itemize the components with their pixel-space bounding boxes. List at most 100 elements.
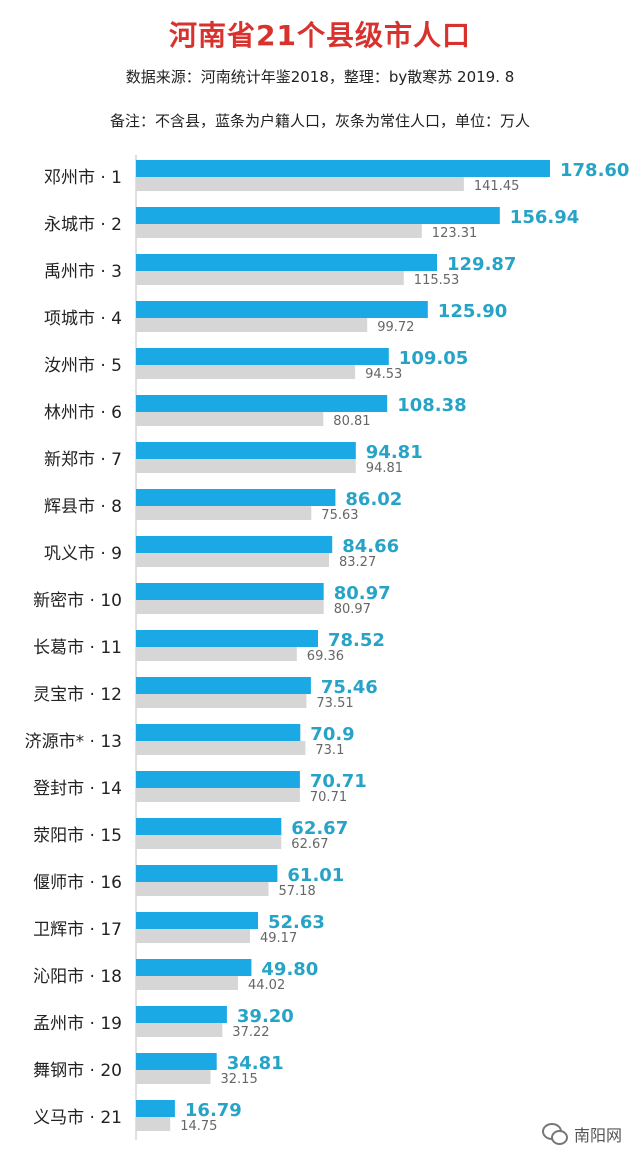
registered-population-bar bbox=[136, 348, 389, 365]
resident-population-bar bbox=[136, 224, 422, 238]
category-label: 新密市 · 10 bbox=[33, 591, 122, 611]
resident-population-bar bbox=[136, 835, 282, 849]
registered-population-bar bbox=[136, 254, 437, 271]
resident-value-label: 80.97 bbox=[334, 602, 371, 617]
registered-value-label: 84.66 bbox=[342, 536, 399, 557]
category-label: 项城市 · 4 bbox=[44, 309, 122, 329]
registered-value-label: 16.79 bbox=[185, 1100, 242, 1121]
resident-value-label: 70.71 bbox=[310, 790, 347, 805]
registered-population-bar bbox=[136, 724, 301, 741]
resident-value-label: 94.81 bbox=[366, 461, 403, 476]
registered-population-bar bbox=[136, 912, 258, 929]
category-label: 永城市 · 2 bbox=[44, 215, 122, 235]
resident-value-label: 49.17 bbox=[260, 931, 297, 946]
resident-population-bar bbox=[136, 271, 404, 285]
wechat-icon bbox=[541, 1123, 568, 1145]
registered-value-label: 52.63 bbox=[268, 912, 325, 933]
resident-value-label: 73.51 bbox=[316, 696, 353, 711]
resident-population-bar bbox=[136, 600, 324, 614]
registered-population-bar bbox=[136, 536, 333, 553]
registered-value-label: 61.01 bbox=[287, 865, 344, 886]
registered-population-bar bbox=[136, 583, 324, 600]
category-label: 灵宝市 · 12 bbox=[33, 685, 122, 705]
resident-value-label: 14.75 bbox=[180, 1119, 217, 1134]
resident-value-label: 123.31 bbox=[432, 226, 478, 241]
category-label: 义马市 · 21 bbox=[33, 1108, 122, 1128]
resident-value-label: 80.81 bbox=[333, 414, 370, 429]
resident-population-bar bbox=[136, 459, 356, 473]
resident-population-bar bbox=[136, 1117, 171, 1131]
registered-value-label: 108.38 bbox=[397, 395, 466, 416]
registered-value-label: 125.90 bbox=[438, 301, 507, 322]
watermark: 南阳网 bbox=[541, 1122, 622, 1146]
registered-value-label: 70.9 bbox=[310, 724, 354, 745]
registered-population-bar bbox=[136, 395, 388, 412]
registered-value-label: 109.05 bbox=[399, 348, 468, 369]
resident-population-bar bbox=[136, 647, 297, 661]
category-label: 偃师市 · 16 bbox=[33, 873, 122, 893]
resident-population-bar bbox=[136, 882, 269, 896]
registered-population-bar bbox=[136, 1006, 227, 1023]
resident-population-bar bbox=[136, 1070, 211, 1084]
resident-population-bar bbox=[136, 929, 250, 943]
resident-value-label: 73.1 bbox=[315, 743, 344, 758]
data-source-text: 数据来源：河南统计年鉴2018，整理：by散寒苏 2019. 8 bbox=[125, 68, 515, 86]
resident-value-label: 141.45 bbox=[474, 179, 520, 194]
registered-population-bar bbox=[136, 1053, 217, 1070]
resident-population-bar bbox=[136, 553, 329, 567]
watermark-text: 南阳网 bbox=[573, 1126, 622, 1145]
registered-population-bar bbox=[136, 677, 311, 694]
resident-population-bar bbox=[136, 318, 368, 332]
resident-population-bar bbox=[136, 741, 306, 755]
registered-value-label: 39.20 bbox=[237, 1006, 294, 1027]
registered-value-label: 62.67 bbox=[291, 818, 348, 839]
resident-value-label: 62.67 bbox=[291, 837, 328, 852]
category-label: 长葛市 · 11 bbox=[33, 638, 122, 658]
resident-value-label: 37.22 bbox=[232, 1025, 269, 1040]
category-label: 沁阳市 · 18 bbox=[33, 967, 122, 987]
registered-population-bar bbox=[136, 771, 300, 788]
registered-population-bar bbox=[136, 489, 336, 506]
bars-group: 邓州市 · 1 178.60 141.45 永城市 · 2 156.94 123.31 禹州… bbox=[25, 160, 629, 1134]
resident-value-label: 57.18 bbox=[279, 884, 316, 899]
registered-value-label: 86.02 bbox=[345, 489, 402, 510]
resident-value-label: 75.63 bbox=[321, 508, 358, 523]
resident-population-bar bbox=[136, 365, 356, 379]
category-label: 林州市 · 6 bbox=[44, 403, 122, 423]
registered-population-bar bbox=[136, 160, 550, 177]
category-label: 邓州市 · 1 bbox=[44, 168, 122, 188]
registered-value-label: 80.97 bbox=[334, 583, 391, 604]
resident-value-label: 83.27 bbox=[339, 555, 376, 570]
resident-value-label: 115.53 bbox=[414, 273, 460, 288]
resident-population-bar bbox=[136, 177, 464, 191]
registered-population-bar bbox=[136, 301, 428, 318]
resident-population-bar bbox=[136, 788, 300, 802]
category-label: 新郑市 · 7 bbox=[44, 450, 122, 470]
registered-population-bar bbox=[136, 630, 318, 647]
category-label: 巩义市 · 9 bbox=[44, 544, 122, 564]
registered-value-label: 34.81 bbox=[227, 1053, 284, 1074]
resident-population-bar bbox=[136, 694, 307, 708]
category-label: 辉县市 · 8 bbox=[44, 497, 122, 517]
chart-note: 备注：不含县，蓝条为户籍人口，灰条为常住人口，单位：万人 bbox=[109, 112, 530, 130]
registered-value-label: 129.87 bbox=[447, 254, 516, 275]
resident-value-label: 99.72 bbox=[377, 320, 414, 335]
registered-population-bar bbox=[136, 207, 500, 224]
registered-value-label: 49.80 bbox=[261, 959, 318, 980]
category-label: 孟州市 · 19 bbox=[33, 1014, 122, 1034]
registered-population-bar bbox=[136, 865, 278, 882]
category-label: 禹州市 · 3 bbox=[44, 262, 122, 282]
resident-value-label: 69.36 bbox=[307, 649, 344, 664]
registered-value-label: 178.60 bbox=[560, 160, 629, 181]
resident-population-bar bbox=[136, 976, 238, 990]
category-label: 汝州市 · 5 bbox=[44, 356, 122, 376]
category-label: 卫辉市 · 17 bbox=[33, 920, 122, 940]
registered-value-label: 75.46 bbox=[321, 677, 378, 698]
category-label: 舞钢市 · 20 bbox=[33, 1061, 122, 1081]
registered-population-bar bbox=[136, 1100, 175, 1117]
resident-population-bar bbox=[136, 506, 312, 520]
registered-population-bar bbox=[136, 959, 252, 976]
registered-value-label: 78.52 bbox=[328, 630, 385, 651]
registered-value-label: 94.81 bbox=[366, 442, 423, 463]
